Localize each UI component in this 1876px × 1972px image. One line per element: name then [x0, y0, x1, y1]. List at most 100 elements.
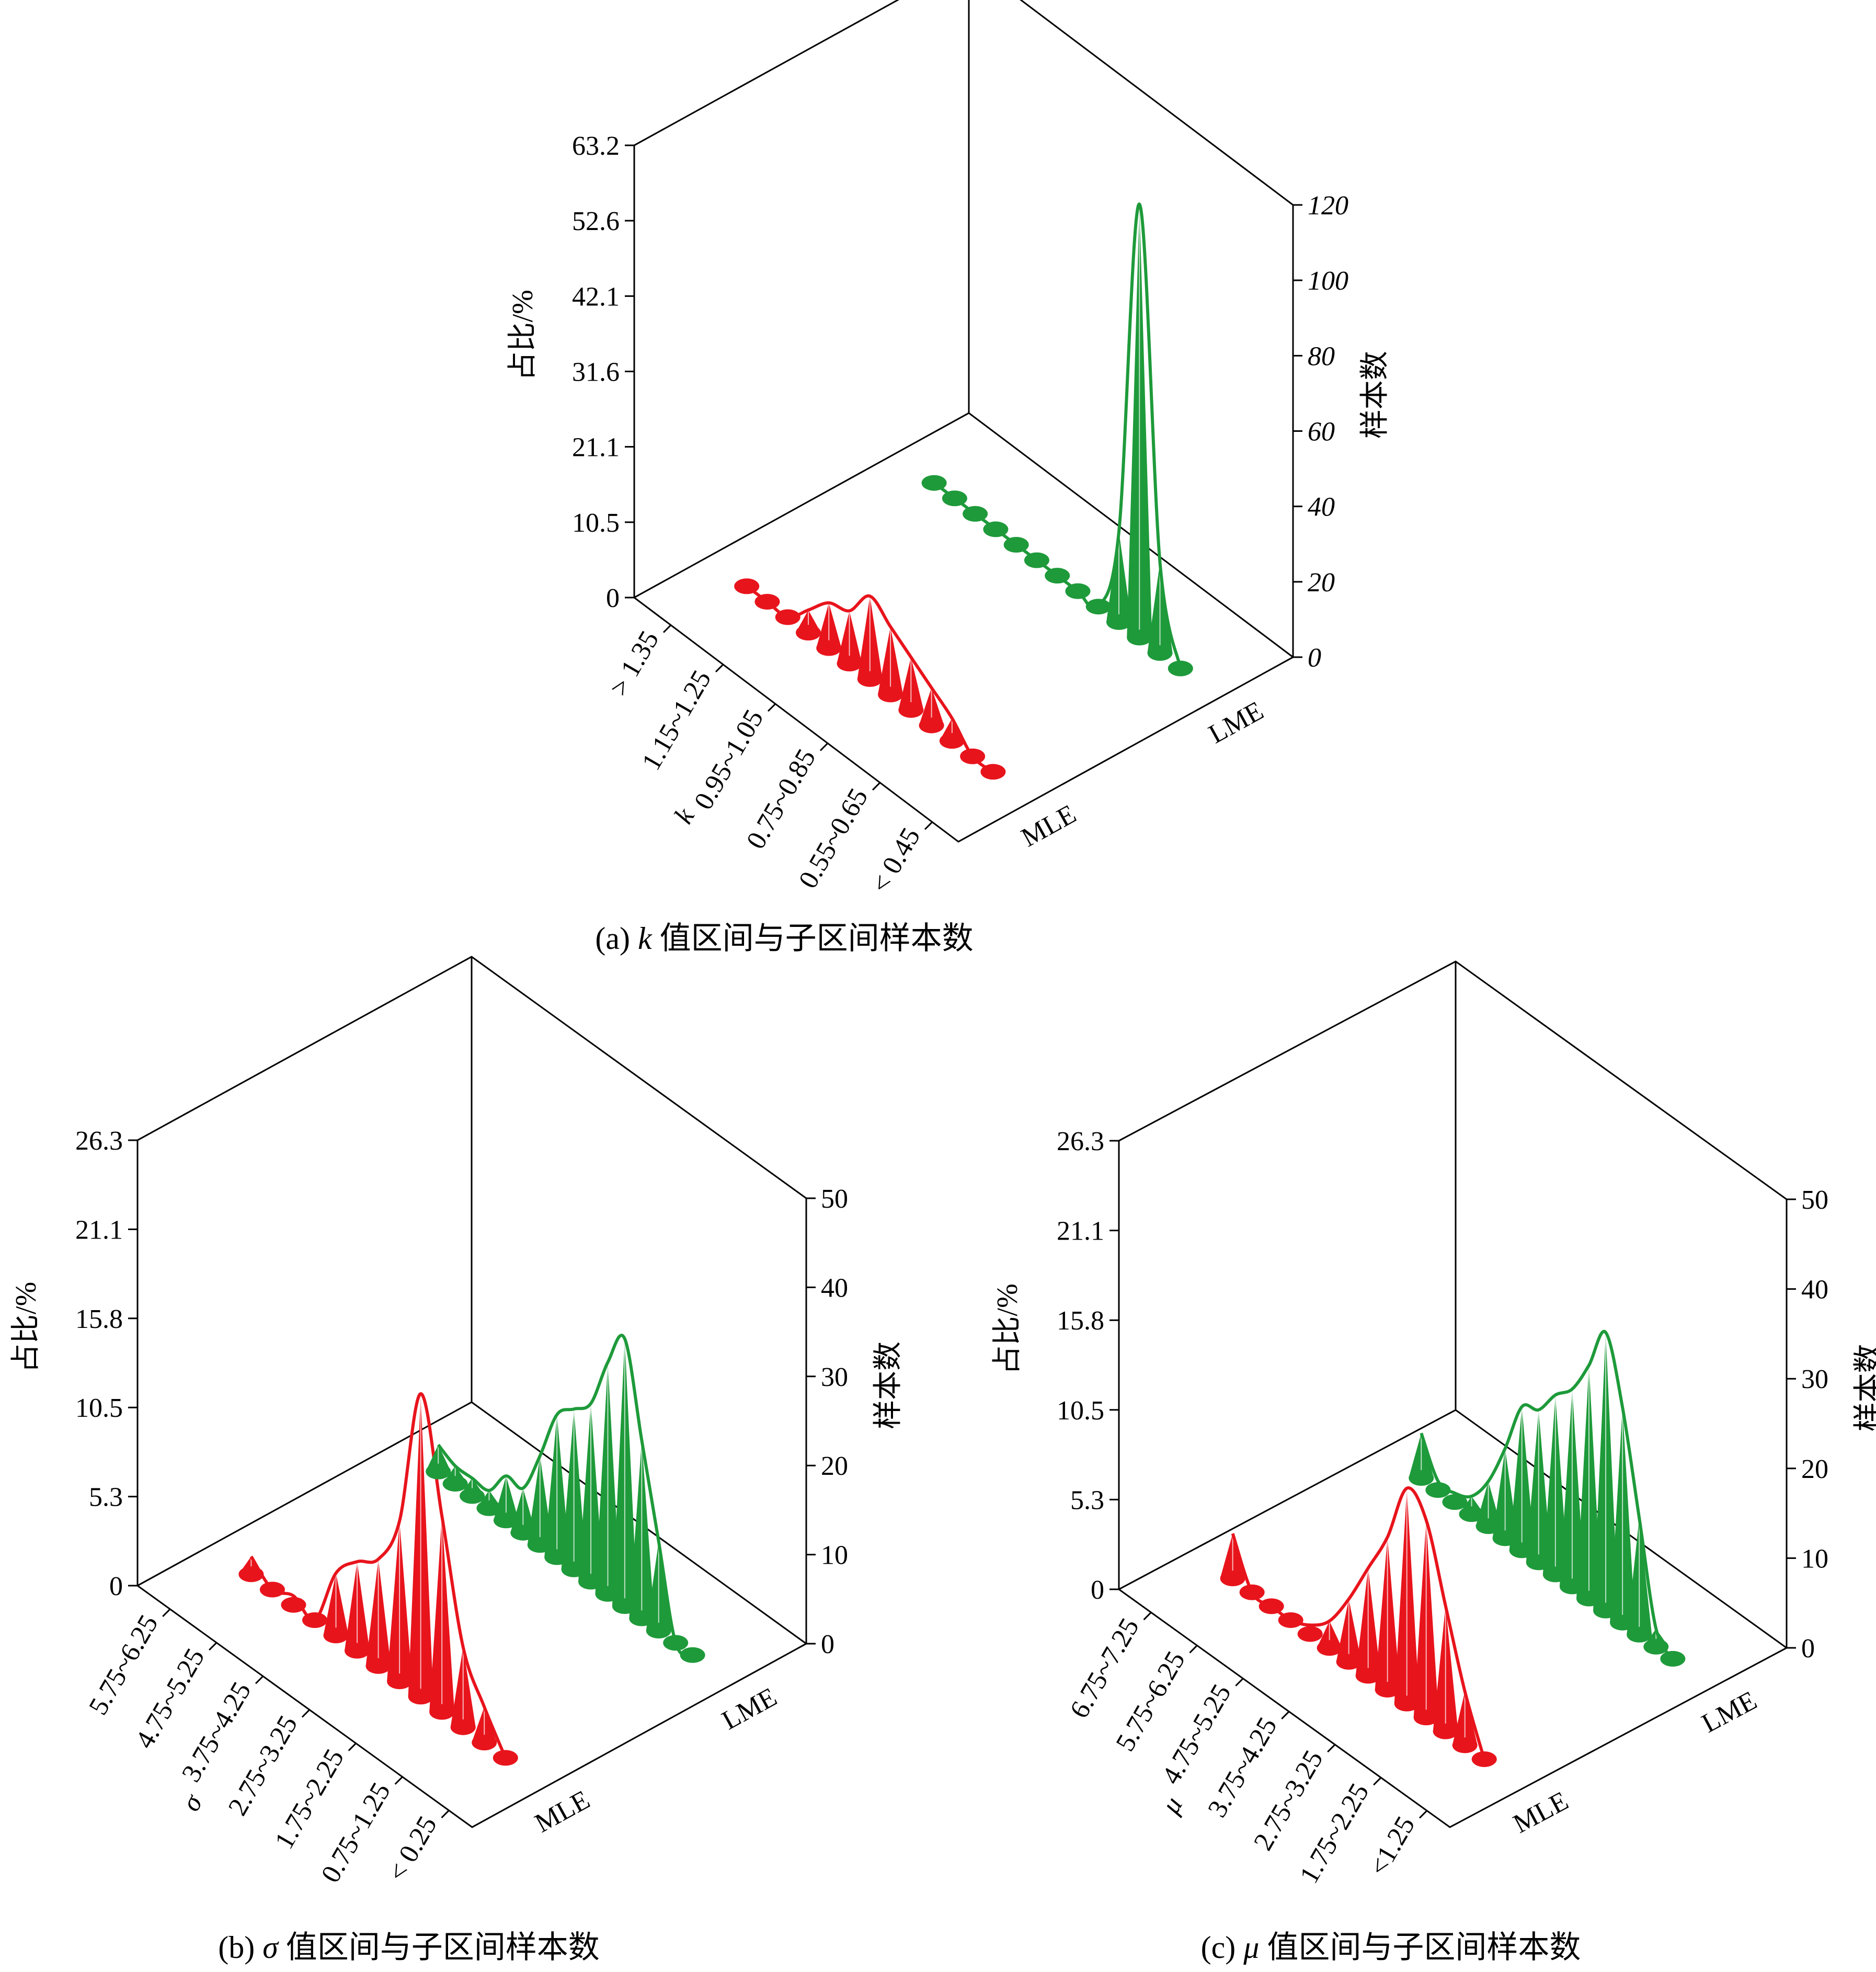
- left-tick-label: 5.3: [1070, 1485, 1104, 1515]
- series-lme: [921, 202, 1193, 677]
- cone-base-mark: [323, 1627, 349, 1644]
- x-tick: [162, 1608, 171, 1617]
- left-tick-label: 0: [1091, 1575, 1104, 1605]
- x-tick: [662, 624, 672, 633]
- depth-label-mle: MLE: [530, 1785, 595, 1839]
- right-tick-label: 100: [1308, 266, 1348, 296]
- cone-base-mark: [857, 671, 883, 687]
- cone-base-mark: [1442, 1494, 1468, 1510]
- right-tick-label: 20: [1801, 1454, 1828, 1484]
- left-tick-label: 31.6: [572, 358, 620, 387]
- x-tick: [301, 1709, 310, 1718]
- series-envelope-line: [249, 1392, 507, 1759]
- right-tick-label: 40: [1801, 1275, 1828, 1305]
- left-tick-label: 5.3: [89, 1483, 123, 1512]
- x-tick: [1281, 1711, 1290, 1719]
- x-tick: [924, 821, 933, 830]
- left-tick-label: 10.5: [1057, 1396, 1104, 1426]
- right-tick-label: 10: [821, 1541, 848, 1570]
- top-back-edges: [137, 956, 807, 1199]
- x-tick: [441, 1809, 450, 1818]
- cone-base-mark: [1409, 1470, 1434, 1486]
- x-tick: [348, 1742, 357, 1751]
- series-mle: [1220, 1486, 1497, 1767]
- depth-label-mle: MLE: [1016, 799, 1081, 853]
- left-tick-label: 21.1: [75, 1215, 123, 1245]
- x-tick: [255, 1676, 264, 1684]
- cone-base-mark: [1336, 1654, 1362, 1670]
- series-envelope-line: [933, 202, 1182, 669]
- left-axis-label: 占比/%: [507, 290, 539, 381]
- right-tick-label: 40: [1308, 492, 1335, 522]
- x-tick: [209, 1642, 218, 1651]
- series-envelope-line: [1231, 1486, 1486, 1760]
- left-tick-label: 15.8: [1057, 1306, 1104, 1336]
- right-tick-label: 10: [1801, 1544, 1828, 1574]
- series-envelope-line: [1420, 1329, 1674, 1660]
- left-tick-label: 21.1: [572, 433, 620, 463]
- cone-base-mark: [1394, 1695, 1420, 1712]
- x-tick-label: > 1.35: [604, 626, 665, 701]
- cone-base-mark: [408, 1689, 433, 1705]
- right-tick-label: 20: [1308, 568, 1335, 598]
- cone-base-mark: [460, 1488, 485, 1504]
- x-tick: [1327, 1744, 1336, 1753]
- x-tick-label: 0.95~1.05: [689, 705, 769, 815]
- floor-back-edges: [634, 412, 1294, 658]
- cone-base-mark: [1459, 1506, 1484, 1522]
- x-tick: [715, 663, 724, 673]
- cone-base-mark: [1355, 1668, 1381, 1684]
- right-tick-label: 0: [1308, 643, 1321, 673]
- right-tick-label: 30: [821, 1362, 848, 1392]
- left-tick-label: 0: [606, 583, 620, 613]
- cone-base-mark: [442, 1476, 468, 1492]
- right-tick-label: 20: [821, 1451, 848, 1481]
- x-tick: [1143, 1612, 1152, 1621]
- series-envelope-line: [746, 584, 994, 773]
- left-axis-label: 占比/%: [10, 1282, 42, 1373]
- right-axis-label: 样本数: [872, 1342, 905, 1429]
- cone-base-mark: [493, 1512, 519, 1529]
- right-tick-label: 50: [821, 1184, 848, 1214]
- cone-base-mark: [429, 1704, 455, 1720]
- right-axis-label: 样本数: [1359, 351, 1391, 439]
- cone-base-mark: [1106, 614, 1131, 630]
- left-tick-label: 26.3: [75, 1126, 123, 1156]
- floor-front-edges: [1118, 1588, 1787, 1828]
- x-tick: [819, 742, 829, 751]
- series-envelope-line: [437, 1334, 694, 1657]
- depth-label-lme: LME: [1697, 1686, 1762, 1739]
- cone-base-mark: [796, 625, 821, 641]
- cone-base-mark: [919, 717, 944, 733]
- cone-base-mark: [1297, 1626, 1323, 1642]
- cone-base-mark: [450, 1719, 476, 1735]
- cone-base-mark: [1147, 645, 1173, 661]
- cone-base-mark: [1220, 1570, 1245, 1587]
- x-axis-symbol: σ: [176, 1788, 209, 1816]
- x-tick-label: <1.25: [1364, 1812, 1421, 1881]
- x-tick-label: 0.55~0.65: [793, 784, 874, 893]
- chart-caption: (c) μ 值区间与子区间样本数: [1201, 1930, 1581, 1965]
- left-tick-label: 0: [109, 1572, 123, 1601]
- series-lme: [426, 1334, 705, 1663]
- x-tick: [1189, 1645, 1198, 1654]
- cone-base-mark: [878, 686, 903, 703]
- depth-label-lme: LME: [1204, 696, 1268, 750]
- cone-base-mark: [476, 1500, 502, 1516]
- cone-base-mark: [1425, 1482, 1451, 1498]
- right-tick-label: 80: [1308, 341, 1335, 371]
- left-tick-label: 63.2: [572, 131, 620, 161]
- cone-base-mark: [837, 656, 862, 672]
- x-tick-label: 0.75~0.85: [741, 744, 821, 854]
- chart-caption: (a) k 值区间与子区间样本数: [595, 921, 973, 956]
- x-tick: [767, 703, 776, 712]
- cone-base-mark: [472, 1735, 497, 1751]
- x-tick: [1235, 1678, 1244, 1687]
- left-tick-label: 52.6: [572, 207, 620, 236]
- left-tick-label: 10.5: [75, 1393, 123, 1423]
- right-tick-label: 60: [1308, 417, 1335, 447]
- cone-base-mark: [1433, 1723, 1458, 1739]
- x-tick: [394, 1776, 403, 1785]
- top-back-edges: [1118, 960, 1787, 1200]
